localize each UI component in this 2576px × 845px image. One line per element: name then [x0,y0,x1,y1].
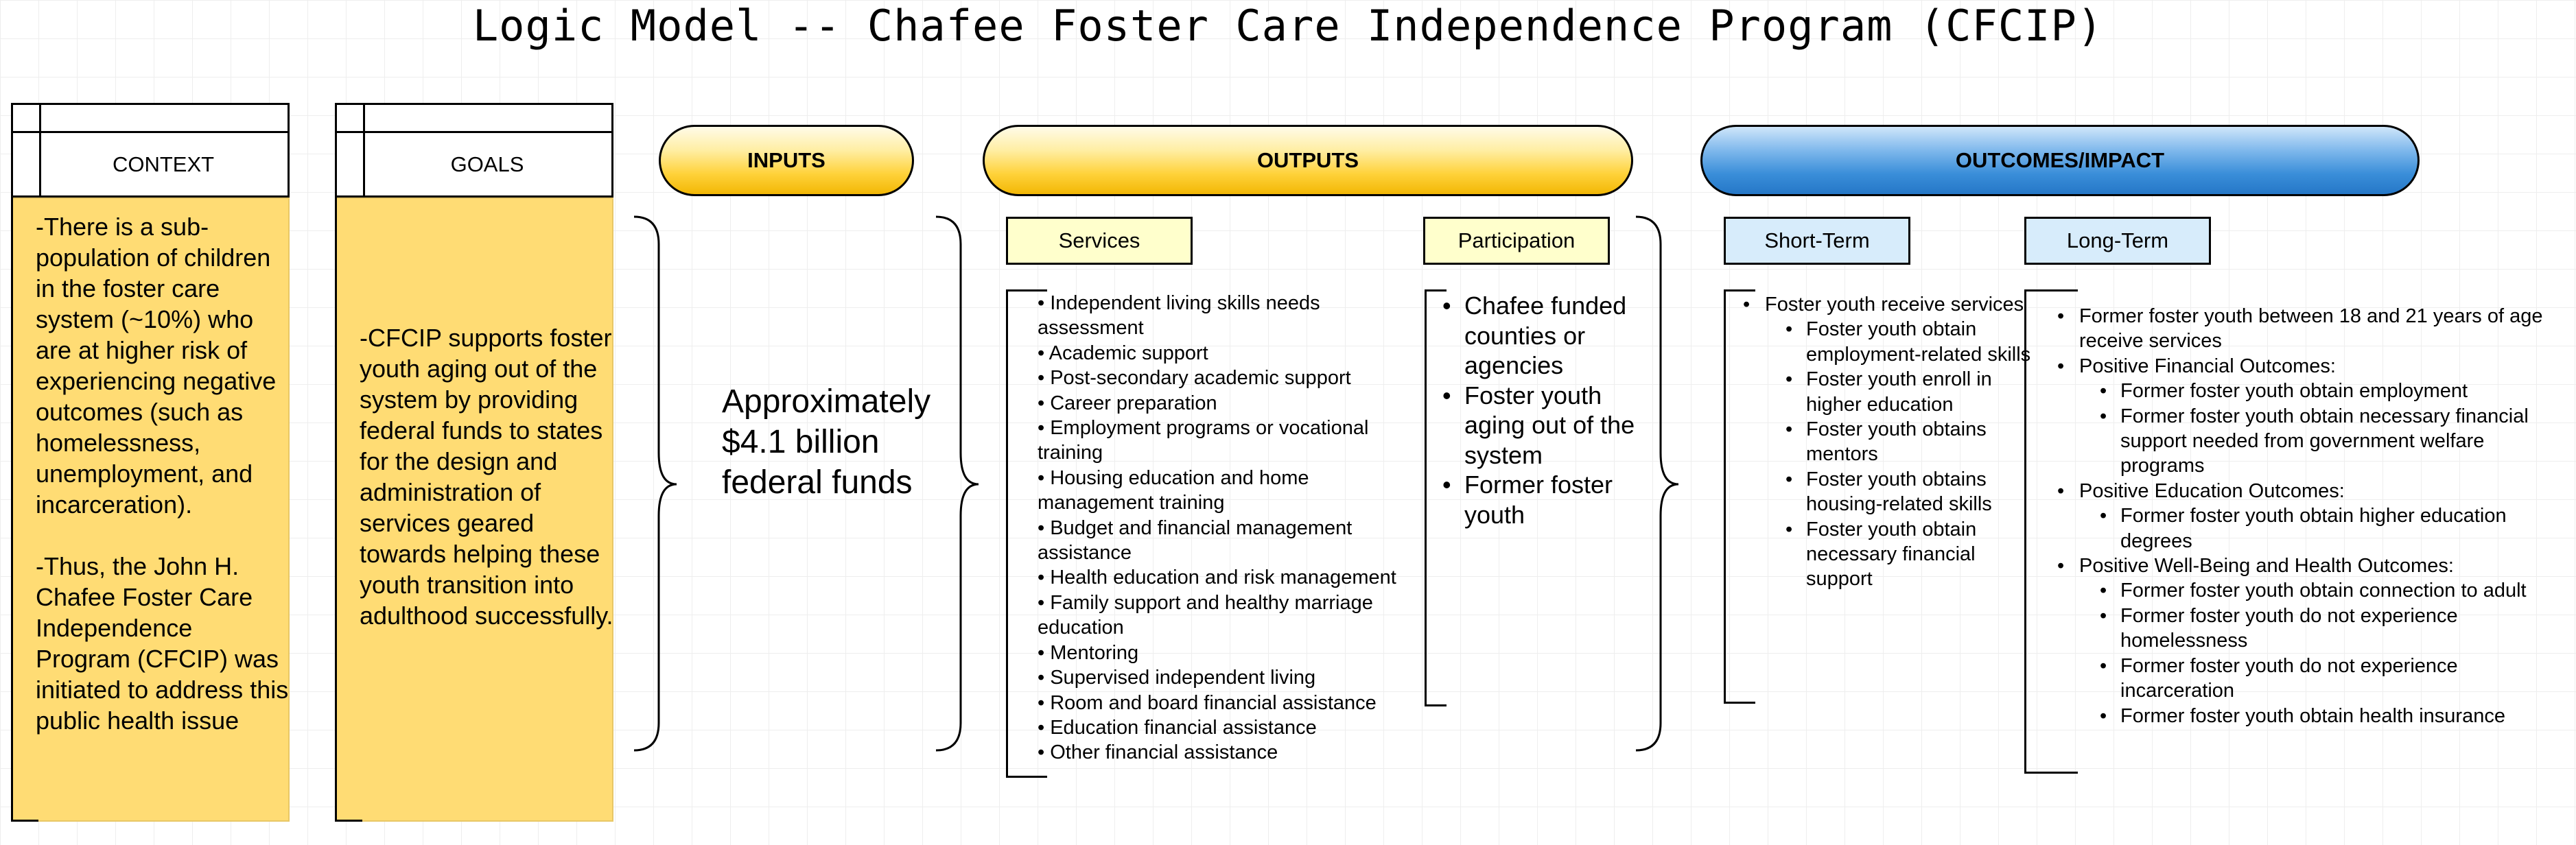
short-term-bracket [1724,289,1755,704]
long-term-bracket [2024,289,2078,774]
inputs-text: Approximately $4.1 billion federal funds [722,383,931,501]
goals-box: -CFCIP supports foster youth aging out o… [335,198,613,822]
short-term-list: Foster youth receive services Foster you… [1737,292,2031,592]
long-term-tag: Long-Term [2024,217,2211,265]
participation-label: Participation [1457,228,1576,252]
list-item: Foster youth obtains mentors [1765,417,2031,467]
services-label: Services [1058,228,1140,252]
goals-bottom-rule [335,820,362,822]
long-term-label: Long-Term [2066,228,2169,252]
inputs-label: INPUTS [747,148,826,172]
participation-list: Chafee funded counties or agencies Foste… [1437,291,1643,529]
outputs-pill: OUTPUTS [983,125,1633,196]
outputs-label: OUTPUTS [1256,148,1359,172]
list-item: Positive Financial Outcomes: Former fost… [2052,354,2560,479]
diagram-title: Logic Model -- Chafee Foster Care Indepe… [472,1,2104,51]
services-list: • Independent living skills needs assess… [1038,291,1422,765]
list-item: Former foster youth between 18 and 21 ye… [2052,304,2560,354]
list-item: Former foster youth [1437,470,1643,529]
list-item: • Employment programs or vocational trai… [1038,417,1369,464]
goals-left-rule [335,198,337,822]
list-item: • Independent living skills needs assess… [1038,292,1320,340]
list-item: • Health education and risk management [1038,567,1396,589]
services-tag: Services [1006,217,1193,265]
list-item: Chafee funded counties or agencies [1437,291,1643,381]
list-item: Former foster youth do not experience ho… [2079,604,2560,654]
context-box: -There is a sub-population of children i… [11,198,290,822]
short-term-tag: Short-Term [1724,217,1910,265]
list-item: • Budget and financial management assist… [1038,516,1353,564]
long-term-list: Former foster youth between 18 and 21 ye… [2052,304,2560,728]
participation-tag: Participation [1423,217,1610,265]
goals-text: -CFCIP supports foster youth aging out o… [360,324,613,630]
list-item: Foster youth receive services Foster you… [1737,292,2031,592]
list-item: Foster youth obtain employment-related s… [1765,317,2031,367]
list-item: • Mentoring [1038,641,1139,664]
list-item: Foster youth aging out of the system [1437,381,1643,471]
list-item: Former foster youth obtain connection to… [2079,578,2560,604]
list-item: • Career preparation [1038,392,1217,414]
list-item: Former foster youth obtain health insura… [2079,704,2560,729]
outputs-right-brace [1635,215,1679,752]
context-paragraph: -Thus, the John H. Chafee Foster Care In… [36,552,289,735]
list-item: • Room and board financial assistance [1038,691,1377,714]
goals-header-label: GOALS [450,152,524,176]
list-item: Former foster youth do not experience in… [2079,654,2560,704]
list-item: • Education financial assistance [1038,716,1317,739]
list-item: Former foster youth obtain higher educat… [2079,503,2560,554]
list-item: • Supervised independent living [1038,667,1316,689]
list-item: Foster youth enroll in higher education [1765,367,2031,417]
list-item: • Family support and healthy marriage ed… [1038,591,1373,639]
context-bottom-rule [11,820,38,822]
short-term-label: Short-Term [1764,228,1870,252]
list-item: Former foster youth obtain necessary fin… [2079,404,2560,479]
list-item: Foster youth obtain necessary financial … [1765,517,2031,592]
context-paragraph: -There is a sub-population of children i… [36,213,277,519]
list-item: Positive Education Outcomes: Former fost… [2052,479,2560,554]
list-item: Positive Well-Being and Health Outcomes:… [2052,554,2560,728]
list-item: • Other financial assistance [1038,741,1278,764]
list-item: Foster youth obtains housing-related ski… [1765,467,2031,517]
outcomes-pill: OUTCOMES/IMPACT [1700,125,2420,196]
list-item: Former foster youth obtain employment [2079,379,2560,404]
list-item: • Academic support [1038,342,1208,364]
context-header-label: CONTEXT [112,152,215,176]
inputs-right-brace [935,215,979,752]
inputs-pill: INPUTS [659,125,914,196]
services-bracket [1006,289,1047,778]
goals-header: GOALS [335,103,613,198]
context-left-rule [11,198,13,822]
context-header: CONTEXT [11,103,290,198]
outcomes-label: OUTCOMES/IMPACT [1955,148,2165,172]
list-item: • Post-secondary academic support [1038,367,1351,390]
participation-bracket [1425,289,1447,706]
inputs-left-brace [633,215,677,752]
list-item: • Housing education and home management … [1038,466,1309,514]
